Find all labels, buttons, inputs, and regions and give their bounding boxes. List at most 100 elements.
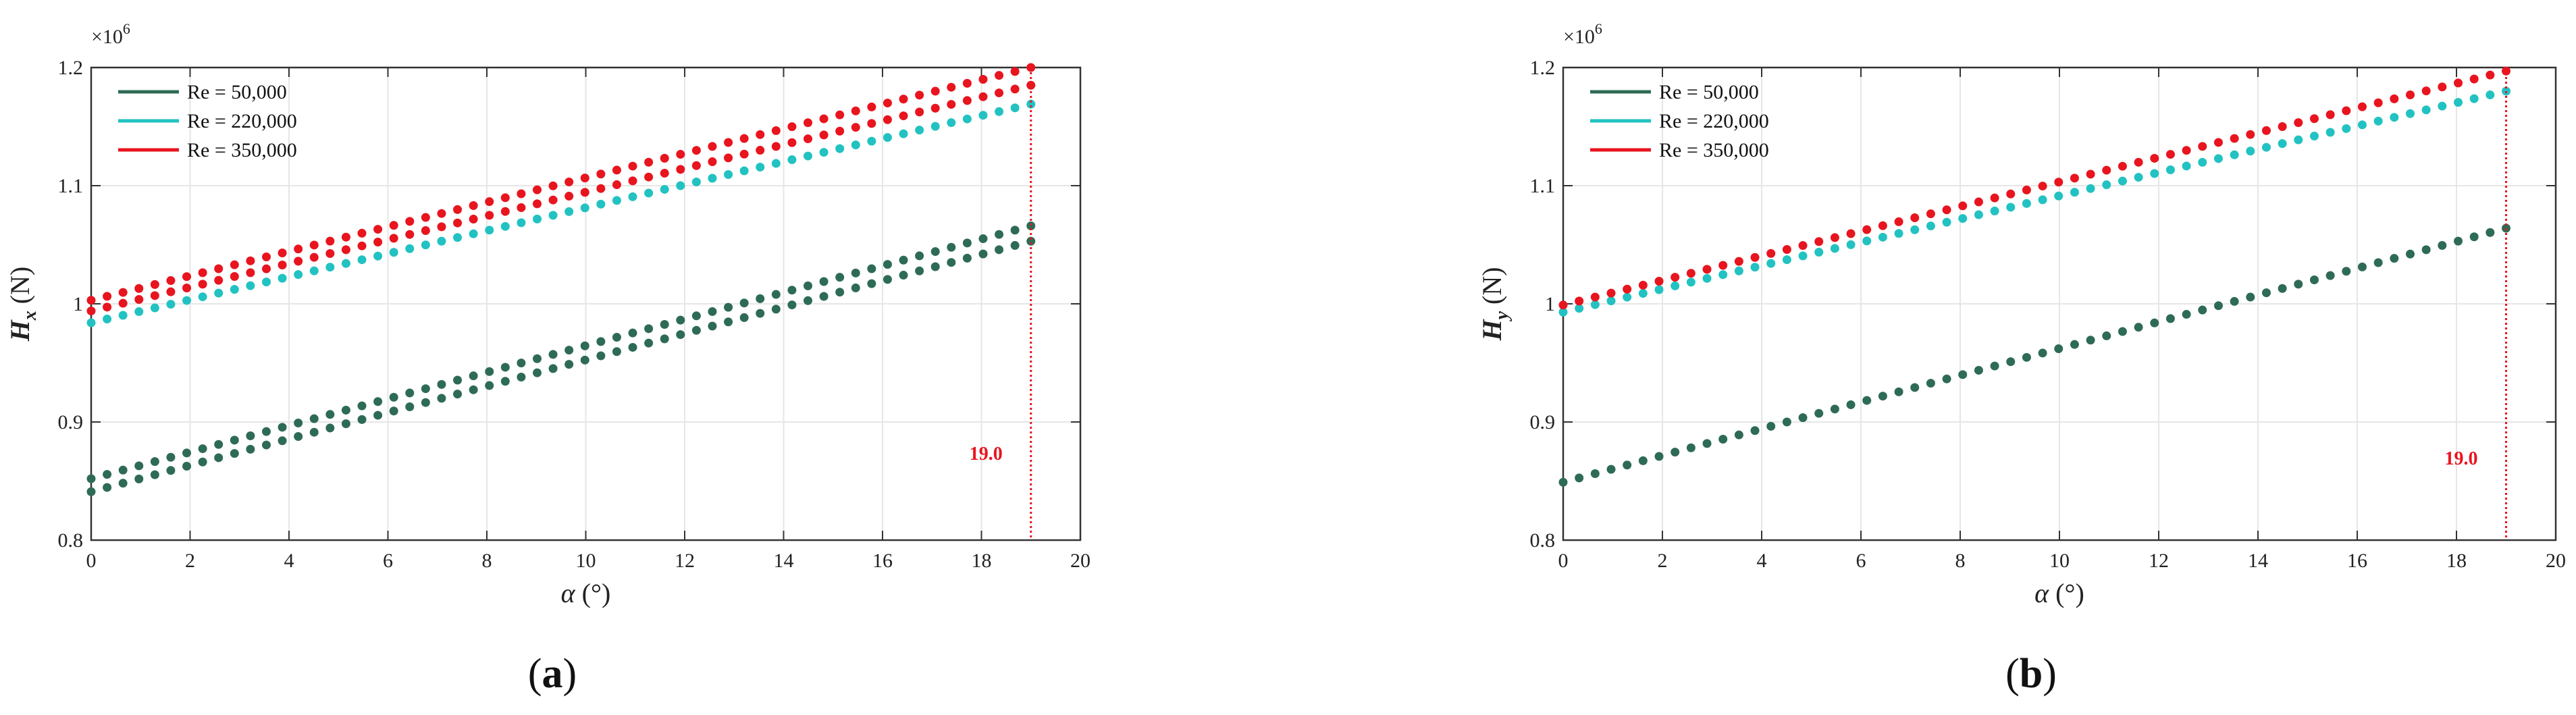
data-point [1974, 210, 1983, 219]
data-point [1558, 477, 1568, 487]
data-point [2118, 161, 2127, 171]
y-tick-label: 1.1 [58, 175, 84, 197]
data-point [2038, 348, 2047, 358]
data-point [2453, 236, 2463, 246]
data-point [883, 260, 892, 269]
data-point [819, 148, 829, 157]
data-point [962, 253, 972, 263]
data-point [469, 385, 478, 394]
data-point [389, 234, 398, 243]
data-point [2118, 176, 2127, 186]
data-point [214, 453, 224, 462]
data-point [787, 155, 797, 165]
panel-caption: (b) [2005, 651, 2057, 697]
x-tick-label: 4 [1757, 550, 1767, 572]
data-point [804, 134, 813, 144]
data-point [2421, 86, 2431, 96]
data-point [660, 319, 669, 329]
data-point [182, 296, 192, 305]
x-tick-label: 10 [576, 550, 596, 572]
data-point [2325, 110, 2335, 120]
data-point [804, 151, 813, 161]
data-point [341, 419, 350, 429]
data-point [2038, 182, 2047, 191]
panel-a: 0 2 4 6 8 10 12 14 16 18 20 0.8 0.9 1 1.1 1.2 ×106 α (°) H… [5, 20, 1090, 697]
data-point [278, 436, 287, 446]
data-point [2486, 70, 2495, 80]
data-point [421, 384, 430, 394]
data-point [198, 444, 207, 454]
data-point [278, 423, 287, 432]
data-point [771, 159, 781, 168]
data-point [915, 90, 924, 100]
data-point [469, 229, 478, 238]
data-point [564, 177, 574, 186]
data-point [644, 324, 654, 334]
data-point [1862, 225, 1872, 234]
data-point [1974, 365, 1983, 375]
data-point [1026, 221, 1036, 230]
data-point [2102, 331, 2111, 340]
data-point [2038, 195, 2047, 205]
x-tick-label: 18 [2446, 550, 2467, 572]
data-point [978, 249, 988, 259]
data-point [166, 276, 176, 286]
data-point [548, 195, 558, 205]
data-point [166, 452, 176, 462]
data-point [739, 166, 749, 176]
data-point [2102, 165, 2111, 175]
data-point [325, 249, 335, 259]
series [1558, 223, 2511, 487]
data-point [2405, 109, 2415, 118]
data-point [500, 193, 510, 203]
data-point [2438, 82, 2447, 92]
data-point [2469, 94, 2479, 103]
data-point [883, 275, 892, 284]
x-tick-label: 8 [1955, 550, 1966, 572]
data-point [2198, 157, 2207, 167]
data-point [962, 114, 972, 124]
data-point [500, 363, 510, 372]
data-point [261, 264, 271, 273]
data-point [691, 311, 701, 321]
data-point [2246, 130, 2255, 139]
data-point [357, 255, 367, 265]
data-point [1846, 229, 1856, 238]
data-point [437, 236, 446, 246]
data-point [2390, 94, 2399, 103]
y-tick-label: 0.9 [58, 411, 84, 433]
data-point [103, 470, 112, 479]
data-point [517, 372, 526, 381]
data-point [628, 328, 637, 338]
data-point [2213, 138, 2223, 147]
data-point [469, 201, 478, 211]
data-point [612, 196, 621, 205]
data-point [691, 146, 701, 155]
data-point [2390, 254, 2399, 263]
data-point [214, 275, 224, 285]
data-point [2070, 188, 2079, 197]
data-point [2261, 126, 2271, 135]
data-point [2134, 323, 2143, 332]
data-point [644, 172, 654, 182]
data-point [1782, 245, 1791, 255]
data-point [787, 122, 797, 132]
data-point [405, 388, 415, 398]
data-point [851, 283, 860, 292]
data-point [2390, 113, 2399, 122]
data-point [1894, 229, 1903, 238]
legend-label: Re = 350,000 [1659, 139, 1769, 161]
data-point [86, 474, 96, 483]
data-point [708, 142, 717, 151]
data-point [612, 347, 621, 356]
data-point [756, 146, 765, 155]
data-point [2134, 157, 2143, 167]
data-point [1718, 270, 1728, 280]
x-tick-label: 16 [2347, 550, 2367, 572]
data-point [2261, 142, 2271, 152]
panel-caption: (a) [528, 651, 577, 697]
data-point [2165, 165, 2175, 174]
data-point [676, 181, 685, 190]
data-point [134, 461, 144, 471]
data-point [930, 103, 940, 113]
